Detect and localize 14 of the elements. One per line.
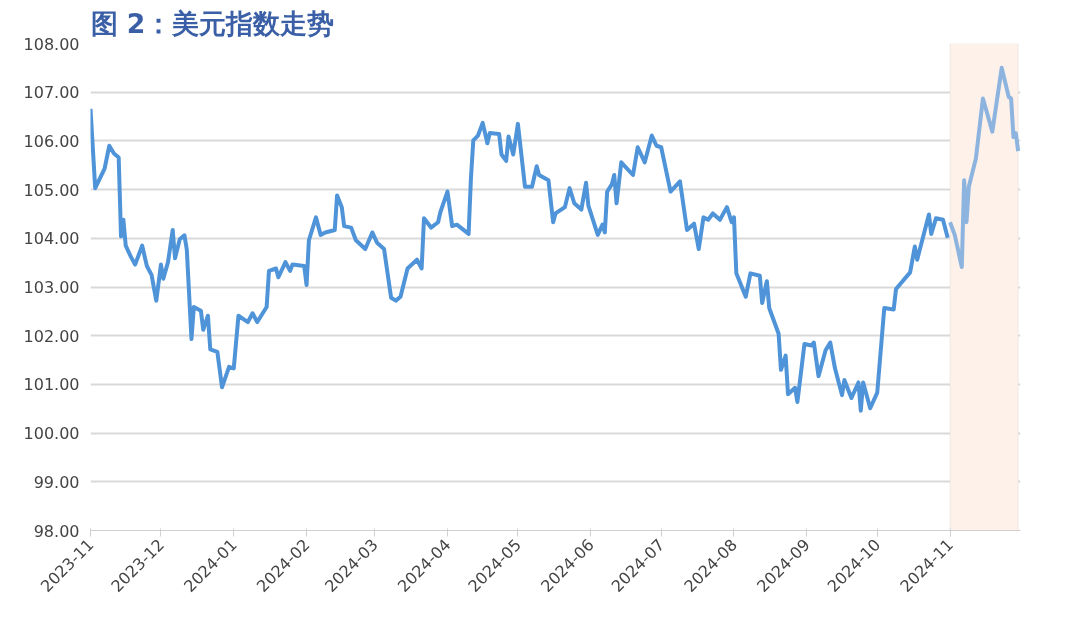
y-tick-label: 103.00 (23, 278, 80, 297)
y-tick-label: 101.00 (23, 375, 80, 395)
line-series (948, 65, 1021, 270)
y-tick-label: 105.00 (23, 180, 80, 200)
y-tick-label: 106.00 (23, 131, 80, 151)
y-tick-label: 102.00 (23, 326, 80, 346)
line-series (90, 106, 950, 413)
y-tick-label: 107.00 (23, 83, 80, 103)
chart-title: 图 2：美元指数走势 (90, 7, 335, 39)
y-tick-label: 108.00 (23, 34, 80, 54)
y-tick-label: 104.00 (23, 229, 80, 249)
y-tick-label: 98.00 (33, 521, 80, 541)
y-tick-label: 99.00 (33, 472, 80, 492)
y-tick-label: 100.00 (23, 424, 80, 444)
